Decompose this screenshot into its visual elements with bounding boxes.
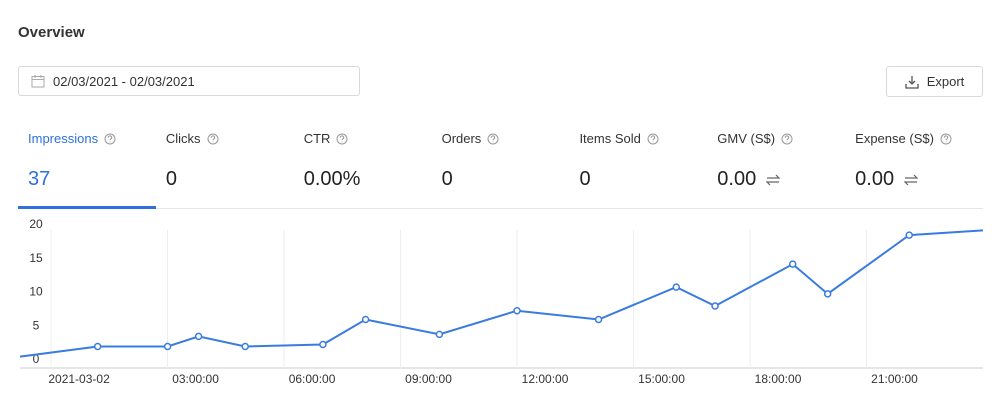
y-tick-label: 15 xyxy=(29,251,43,265)
help-circle xyxy=(781,133,793,144)
metric-label-row: GMV (S$) xyxy=(717,131,845,146)
x-tick-label: 18:00:00 xyxy=(755,372,802,386)
compare-arrows xyxy=(904,174,919,185)
metric-label-row: CTR xyxy=(304,131,432,146)
metric-tab[interactable]: GMV (S$) 0.00 xyxy=(707,120,845,208)
data-point xyxy=(513,306,521,315)
help-circle xyxy=(940,133,952,144)
chart: 2021-03-02 03:00:00 06:00:00 09:00:00 12:00:… xyxy=(19,217,984,386)
data-point xyxy=(672,283,680,291)
data-point xyxy=(594,315,603,324)
metric-value-row: 0.00 xyxy=(717,168,845,191)
help-mark xyxy=(210,134,215,142)
calendar-icon xyxy=(31,75,45,88)
metric-tab[interactable]: Impressions 37 xyxy=(18,120,156,209)
page-title: Overview xyxy=(18,24,85,41)
metric-label: Impressions xyxy=(28,131,99,146)
help-mark xyxy=(340,134,345,142)
data-point xyxy=(241,342,249,351)
metric-tab[interactable]: Orders 0 xyxy=(432,120,570,208)
help-mark xyxy=(943,134,949,142)
help-icon xyxy=(207,133,219,144)
help-circle xyxy=(336,133,348,144)
metric-value-row: 37 xyxy=(28,168,156,191)
x-tick-label: 03:00:00 xyxy=(172,372,219,386)
x-tick-label: 06:00:00 xyxy=(289,372,336,386)
metric-label: Items Sold xyxy=(579,131,641,146)
metric-value: 0.00 xyxy=(717,168,757,190)
metric-label: GMV (S$) xyxy=(717,131,776,146)
metric-value: 0 xyxy=(579,168,591,190)
help-icon xyxy=(336,133,348,144)
help-mark xyxy=(650,134,656,142)
data-point xyxy=(905,231,913,239)
metric-value-row: 0 xyxy=(166,168,294,191)
help-circle xyxy=(647,133,659,144)
x-tick-label: 21:00:00 xyxy=(871,372,918,386)
help-icon xyxy=(647,133,659,144)
export-label: Export xyxy=(926,74,965,89)
help-circle xyxy=(207,133,219,144)
metric-tab[interactable]: Expense (S$) 0.00 xyxy=(845,120,983,208)
metric-label-row: Items Sold xyxy=(579,131,707,146)
x-tick-label: 15:00:00 xyxy=(638,372,685,386)
metric-value: 37 xyxy=(28,168,51,190)
metric-label: CTR xyxy=(303,131,331,146)
metric-value: 0 xyxy=(441,168,453,190)
help-icon xyxy=(487,133,499,144)
date-range-text: 02/03/2021 - 02/03/2021 xyxy=(53,73,195,89)
export-button[interactable]: Export xyxy=(886,66,983,97)
data-point xyxy=(788,260,797,268)
x-tick-label: 09:00:00 xyxy=(405,372,452,386)
help-circle xyxy=(487,133,499,144)
data-point xyxy=(361,315,370,324)
data-point xyxy=(435,330,444,339)
help-mark xyxy=(107,134,113,142)
help-icon xyxy=(104,133,116,144)
x-tick-label: 12:00:00 xyxy=(522,372,569,386)
data-point xyxy=(823,290,832,298)
y-tick-label: 0 xyxy=(33,352,40,366)
help-icon xyxy=(940,133,952,144)
metric-value-row: 0.00% xyxy=(304,168,432,191)
data-point xyxy=(194,332,203,341)
help-mark xyxy=(784,134,790,142)
data-point xyxy=(163,342,172,351)
download-icon xyxy=(905,75,919,89)
metric-label: Clicks xyxy=(165,131,201,146)
series-line xyxy=(19,229,984,358)
metric-label-row: Impressions xyxy=(28,131,156,146)
date-range-picker[interactable]: 02/03/2021 - 02/03/2021 xyxy=(18,66,360,96)
metric-label-row: Clicks xyxy=(166,131,294,146)
y-tick-label: 20 xyxy=(29,217,43,231)
compare-arrows xyxy=(766,174,781,185)
metric-value-row: 0 xyxy=(442,168,570,191)
y-tick-label: 5 xyxy=(33,318,40,332)
compare-icon xyxy=(904,174,919,185)
metric-value-row: 0 xyxy=(579,168,707,191)
metric-tab[interactable]: Clicks 0 xyxy=(156,120,294,208)
metric-value: 0.00% xyxy=(303,168,361,190)
help-icon xyxy=(781,133,793,144)
metric-tabs: Impressions 37 Clicks 0 CTR 0.00% Orders 0 Items… xyxy=(18,120,983,209)
help-circle xyxy=(104,133,116,144)
metric-value: 0.00 xyxy=(855,168,895,190)
x-tick-label: 2021-03-02 xyxy=(48,372,110,386)
data-point xyxy=(319,340,327,349)
metric-value-row: 0.00 xyxy=(855,168,983,191)
metric-label-row: Expense (S$) xyxy=(855,131,983,146)
metric-label: Orders xyxy=(441,131,482,146)
data-point xyxy=(711,302,719,310)
data-point xyxy=(93,342,102,351)
metric-label: Expense (S$) xyxy=(855,131,934,146)
y-tick-label: 10 xyxy=(29,285,43,299)
metric-tab[interactable]: Items Sold 0 xyxy=(569,120,707,208)
metric-tab[interactable]: CTR 0.00% xyxy=(294,120,432,208)
metric-label-row: Orders xyxy=(442,131,570,146)
metric-value: 0 xyxy=(165,168,177,190)
help-mark xyxy=(491,134,496,142)
compare-icon xyxy=(766,174,781,185)
